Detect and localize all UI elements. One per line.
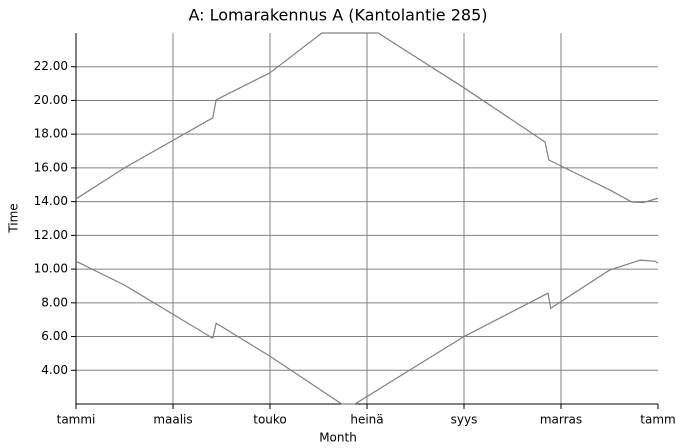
y-tick-label: 8.00 — [41, 295, 68, 309]
x-tick-label: heinä — [350, 413, 383, 427]
y-tick-label: 16.00 — [34, 160, 68, 174]
y-tick-label: 20.00 — [34, 93, 68, 107]
series-line — [75, 32, 659, 204]
x-tick-label: touko — [253, 413, 287, 427]
x-tick-label: maalis — [153, 413, 192, 427]
y-tick-label: 14.00 — [34, 194, 68, 208]
series-line — [75, 259, 659, 405]
y-tick-label: 6.00 — [41, 329, 68, 343]
chart-title: A: Lomarakennus A (Kantolantie 285) — [188, 6, 487, 25]
y-tick-label: 12.00 — [34, 228, 68, 242]
y-tick-label: 22.00 — [34, 59, 68, 73]
y-tick-label: 18.00 — [34, 127, 68, 141]
x-axis-label: Month — [319, 431, 357, 445]
x-tick-label: syys — [451, 413, 478, 427]
y-tick-label: 4.00 — [41, 363, 68, 377]
x-tick-label: marras — [540, 413, 582, 427]
y-tick-label: 10.00 — [34, 262, 68, 276]
y-axis-label: Time — [7, 203, 21, 233]
x-tick-label: tamm — [640, 413, 675, 427]
x-tick-label: tammi — [57, 413, 96, 427]
